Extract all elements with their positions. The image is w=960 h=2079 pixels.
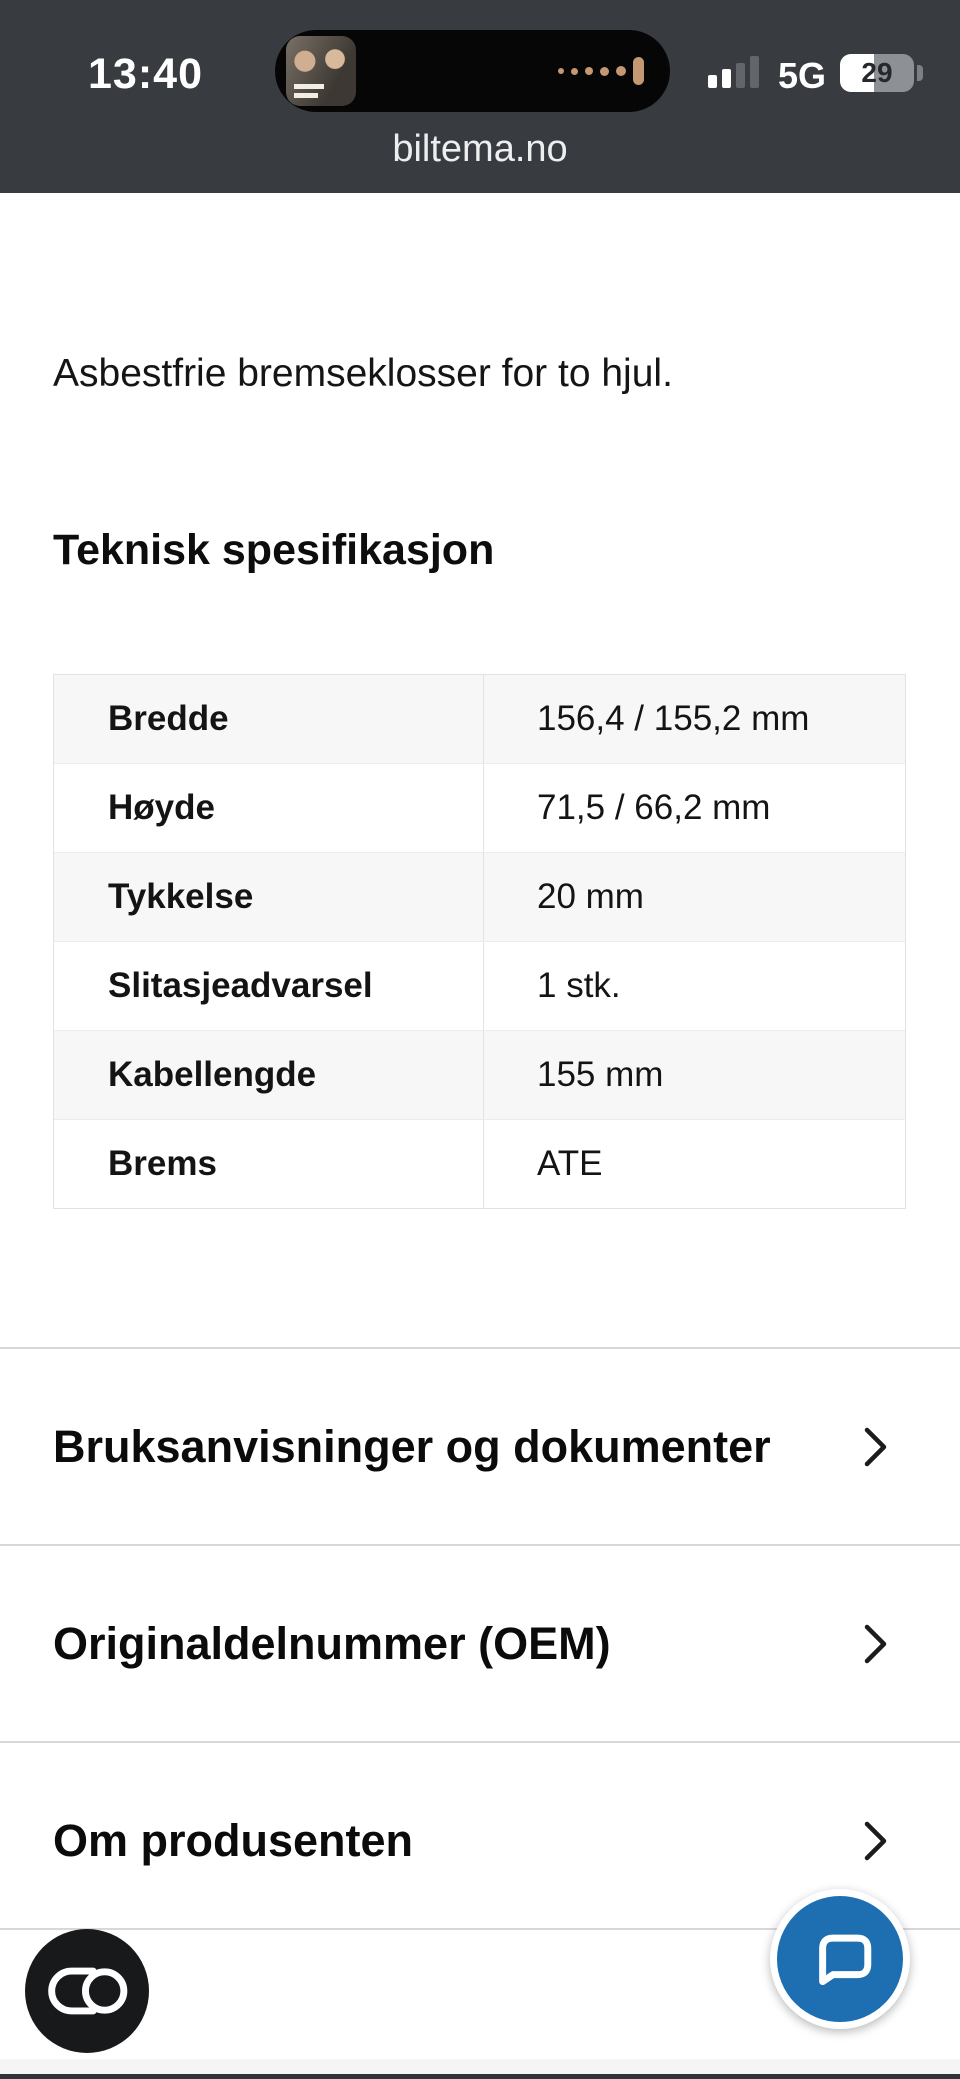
table-row: Tykkelse 20 mm [54, 853, 905, 942]
spec-label: Bredde [54, 675, 484, 763]
spec-value: 20 mm [537, 877, 644, 916]
accordion-manuals[interactable]: Bruksanvisninger og dokumenter [0, 1349, 960, 1544]
accordion-label: Om produsenten [53, 1814, 414, 1866]
spec-label: Brems [54, 1120, 484, 1208]
chevron-right-icon [864, 1821, 887, 1860]
dynamic-island[interactable] [275, 30, 670, 112]
spec-label: Slitasjeadvarsel [54, 942, 484, 1030]
product-description: Asbestfrie bremseklosser for to hjul. [53, 352, 673, 395]
divider [0, 1544, 960, 1546]
spec-label: Høyde [54, 764, 484, 852]
cookie-information-logo-icon [48, 1967, 128, 2015]
spec-value: 1 stk. [537, 966, 621, 1005]
chevron-right-icon [864, 1624, 887, 1663]
chat-button[interactable] [770, 1889, 910, 2029]
table-row: Høyde 71,5 / 66,2 mm [54, 764, 905, 853]
table-row: Slitasjeadvarsel 1 stk. [54, 942, 905, 1031]
cellular-signal-icon [708, 56, 768, 88]
bottom-strip [0, 2059, 960, 2074]
table-row: Brems ATE [54, 1120, 905, 1208]
status-bar: 13:40 5G 29 biltema.no [0, 0, 960, 193]
audio-waveform-icon [558, 30, 644, 112]
spec-value: ATE [537, 1144, 603, 1183]
network-type-label: 5G [778, 55, 827, 96]
specs-heading: Teknisk spesifikasjon [53, 526, 495, 574]
table-row: Kabellengde 155 mm [54, 1031, 905, 1120]
accordion-manufacturer[interactable]: Om produsenten [0, 1743, 960, 1938]
spec-value: 155 mm [537, 1055, 664, 1094]
address-bar[interactable]: biltema.no [392, 128, 568, 170]
chevron-right-icon [864, 1427, 887, 1466]
accordion-oem[interactable]: Originaldelnummer (OEM) [0, 1546, 960, 1741]
battery-percent: 29 [861, 57, 893, 88]
browser-toolbar-edge [0, 2074, 960, 2079]
chat-bubble-icon [819, 1934, 872, 1986]
accordion-label: Originaldelnummer (OEM) [53, 1617, 611, 1669]
spec-label: Tykkelse [54, 853, 484, 941]
battery-fill [840, 54, 874, 92]
divider [0, 1928, 960, 1930]
divider [0, 1741, 960, 1743]
spec-label: Kabellengde [54, 1031, 484, 1119]
spec-value: 156,4 / 155,2 mm [537, 699, 810, 738]
table-row: Bredde 156,4 / 155,2 mm [54, 675, 905, 764]
now-playing-thumbnail [286, 36, 356, 106]
divider [0, 1347, 960, 1349]
specs-table: Bredde 156,4 / 155,2 mm Høyde 71,5 / 66,… [53, 674, 906, 1209]
battery-tip [917, 65, 923, 81]
accordion-label: Bruksanvisninger og dokumenter [53, 1420, 771, 1472]
spec-value: 71,5 / 66,2 mm [537, 788, 771, 827]
clock: 13:40 [88, 50, 203, 98]
cookie-consent-button[interactable] [25, 1929, 149, 2053]
battery-icon: 29 [840, 54, 914, 92]
